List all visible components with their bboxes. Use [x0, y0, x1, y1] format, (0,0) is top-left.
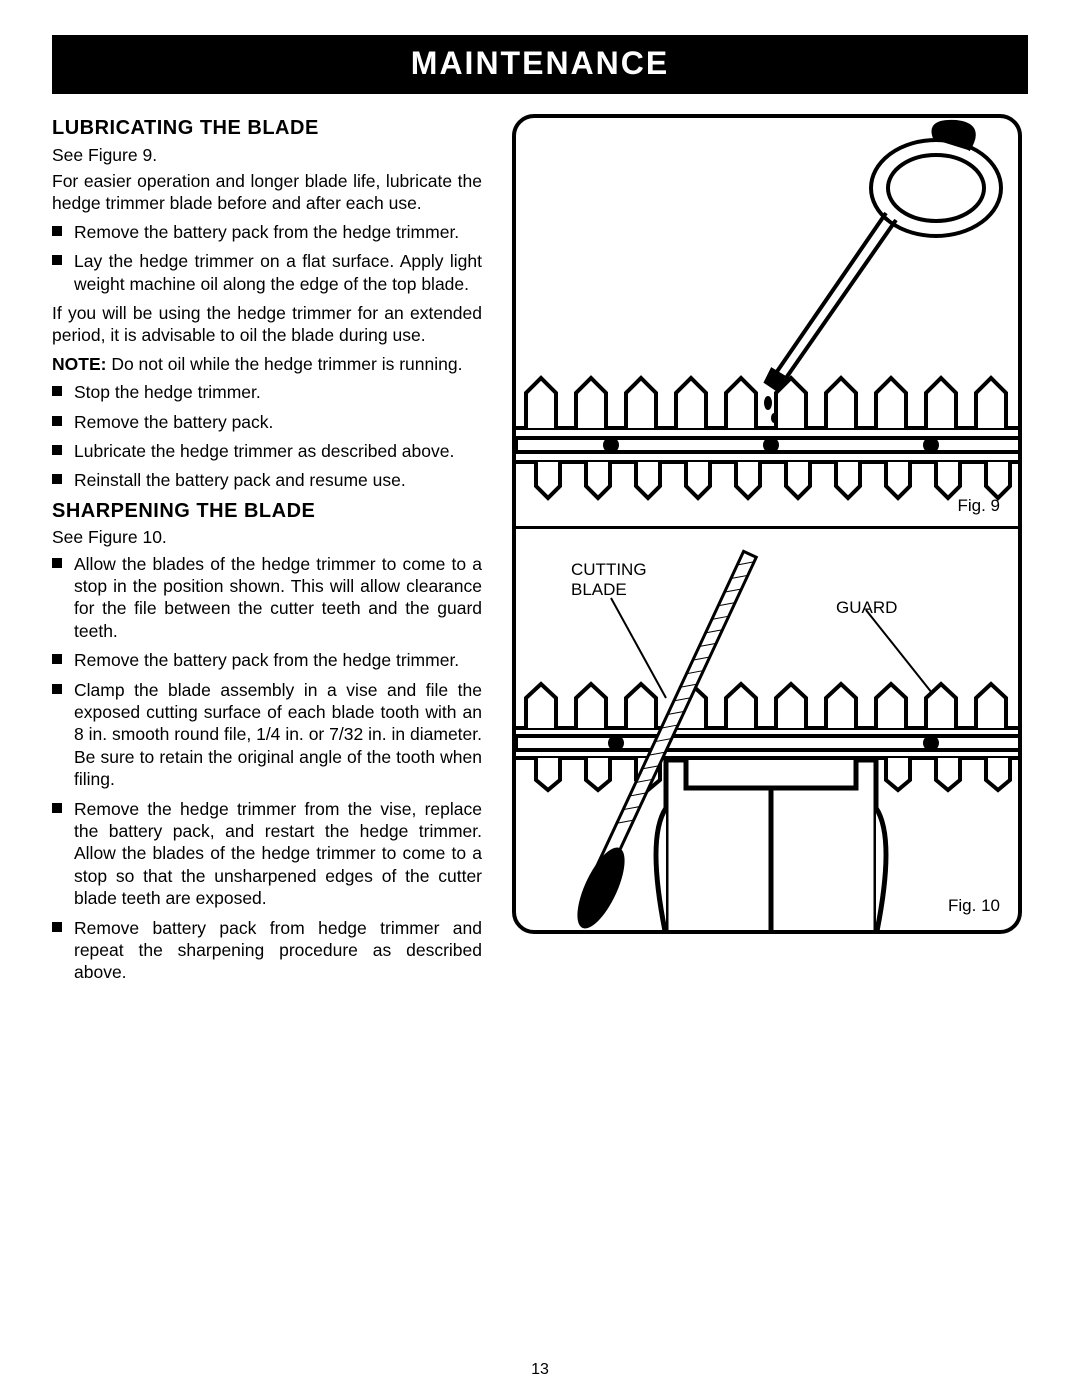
list-item: Reinstall the battery pack and resume us…	[52, 469, 482, 491]
list-item: Remove the hedge trimmer from the vise, …	[52, 798, 482, 910]
list-item: Lubricate the hedge trimmer as described…	[52, 440, 482, 462]
see-figure-9: See Figure 9.	[52, 144, 482, 166]
note-label: NOTE:	[52, 354, 106, 374]
figure-10-caption: Fig. 10	[948, 896, 1000, 916]
list-item: Allow the blades of the hedge trimmer to…	[52, 553, 482, 643]
list-item: Remove battery pack from hedge trimmer a…	[52, 917, 482, 984]
two-column-layout: LUBRICATING THE BLADE See Figure 9. For …	[52, 114, 1028, 991]
heading-sharpening: SHARPENING THE BLADE	[52, 499, 482, 525]
text-column: LUBRICATING THE BLADE See Figure 9. For …	[52, 114, 482, 991]
sharpen-steps: Allow the blades of the hedge trimmer to…	[52, 553, 482, 984]
list-item: Remove the battery pack.	[52, 411, 482, 433]
lube-mid: If you will be using the hedge trimmer f…	[52, 302, 482, 347]
list-item: Remove the battery pack from the hedge t…	[52, 221, 482, 243]
label-cutting-blade: CUTTING BLADE	[571, 560, 647, 599]
list-item: Stop the hedge trimmer.	[52, 381, 482, 403]
heading-lubricating: LUBRICATING THE BLADE	[52, 116, 482, 142]
list-item: Lay the hedge trimmer on a flat surface.…	[52, 250, 482, 295]
lube-steps-b: Stop the hedge trimmer. Remove the batte…	[52, 381, 482, 492]
lube-intro: For easier operation and longer blade li…	[52, 170, 482, 215]
label-guard: GUARD	[836, 598, 897, 618]
lube-steps-a: Remove the battery pack from the hedge t…	[52, 221, 482, 295]
see-figure-10: See Figure 10.	[52, 526, 482, 548]
list-item: Remove the battery pack from the hedge t…	[52, 649, 482, 671]
section-banner: MAINTENANCE	[52, 35, 1028, 94]
lube-note: NOTE: Do not oil while the hedge trimmer…	[52, 353, 482, 375]
list-item: Clamp the blade assembly in a vise and f…	[52, 679, 482, 791]
figure-9-illustration	[516, 118, 1022, 526]
note-body: Do not oil while the hedge trimmer is ru…	[106, 354, 462, 374]
manual-page: MAINTENANCE LUBRICATING THE BLADE See Fi…	[0, 0, 1080, 1397]
figure-column: Fig. 9	[506, 114, 1028, 991]
figure-9-caption: Fig. 9	[957, 496, 1000, 516]
figure-box: Fig. 9	[512, 114, 1022, 934]
page-number: 13	[0, 1361, 1080, 1379]
